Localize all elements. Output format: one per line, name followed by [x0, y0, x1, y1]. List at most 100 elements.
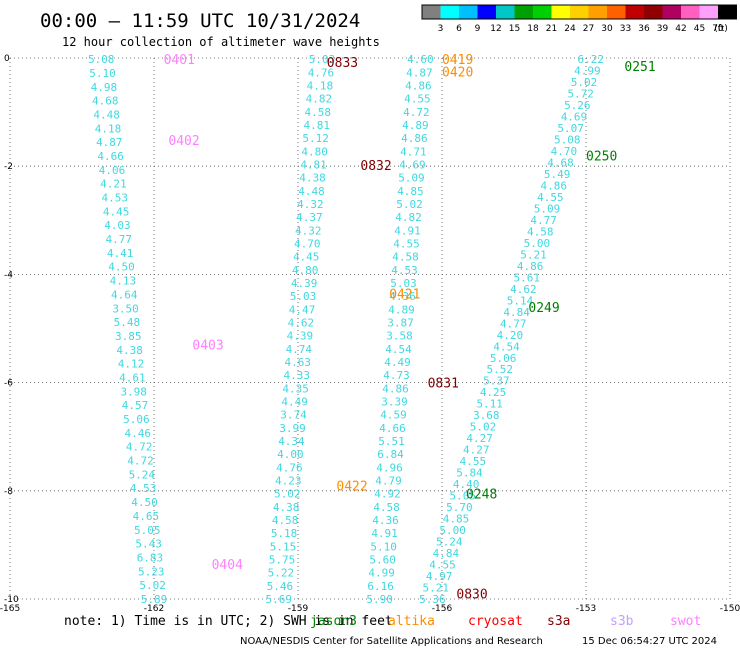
pass-time-label: 0420 [442, 66, 473, 81]
wave-height-value: 4.55 [537, 191, 564, 204]
wave-height-value: 4.89 [388, 303, 415, 316]
x-tick-label: -153 [576, 604, 596, 614]
satellite-legend-item: jason3 [310, 614, 357, 629]
wave-height-value: 5.89 [141, 593, 168, 606]
wave-height-value: 5.49 [544, 168, 571, 181]
wave-height-value: 4.58 [392, 251, 419, 264]
wave-height-value: 4.77 [530, 214, 557, 227]
wave-height-value: 5.09 [534, 202, 561, 215]
wave-height-value: 4.86 [405, 79, 432, 92]
pass-time-label: 0421 [389, 287, 420, 302]
wave-height-value: 4.36 [389, 290, 416, 303]
colorbar-tick-label: 12 [490, 24, 501, 34]
pass-time-label: 0250 [586, 149, 617, 164]
colorbar-swatch [422, 5, 441, 19]
x-tick-label: -162 [144, 604, 164, 614]
wave-height-value: 6.84 [377, 448, 404, 461]
wave-height-value: 5.46 [267, 580, 294, 593]
wave-height-value: 4.39 [291, 277, 318, 290]
wave-height-value: 4.54 [385, 343, 412, 356]
pass-time-label: 0831 [428, 377, 459, 392]
wave-height-value: 5.84 [456, 467, 483, 480]
colorbar-swatch [514, 5, 533, 19]
wave-height-value: 4.80 [301, 145, 328, 158]
wave-height-value: 4.63 [285, 356, 312, 369]
colorbar-tick-label: 33 [620, 24, 631, 34]
wave-height-value: 4.72 [126, 441, 153, 454]
wave-height-value: 5.14 [507, 294, 534, 307]
wave-height-value: 4.00 [277, 448, 304, 461]
wave-height-value: 5.05 [449, 490, 476, 503]
wave-height-value: 4.60 [407, 53, 434, 66]
wave-height-value: 3.74 [280, 409, 307, 422]
wave-height-value: 4.58 [272, 514, 299, 527]
wave-height-value: 4.66 [97, 150, 124, 163]
wave-height-value: 4.23 [275, 474, 302, 487]
colorbar-swatch [644, 5, 663, 19]
wave-height-value: 4.38 [273, 501, 300, 514]
colorbar-swatch [551, 5, 570, 19]
colorbar-tick-label: 15 [509, 24, 520, 34]
pass-time-label: 0404 [212, 558, 243, 573]
wave-height-value: 3.99 [279, 422, 306, 435]
colorbar-tick-label: 24 [564, 24, 576, 34]
satellite-legend-item: altika [388, 614, 435, 629]
wave-height-value: 4.55 [460, 455, 487, 468]
wave-height-value: 4.96 [376, 461, 403, 474]
colorbar-swatch [699, 5, 718, 19]
wave-height-value: 4.32 [295, 224, 322, 237]
satellite-legend-item: s3a [547, 614, 570, 629]
wave-height-value: 5.11 [476, 398, 503, 411]
wave-height-value: 4.50 [131, 496, 158, 509]
wave-height-value: 4.06 [99, 164, 126, 177]
pass-time-label: 0248 [466, 488, 497, 503]
wave-height-value: 4.40 [453, 478, 480, 491]
wave-height-value: 4.62 [510, 283, 537, 296]
wave-height-value: 4.74 [286, 343, 313, 356]
wave-height-value: 4.55 [429, 559, 456, 572]
wave-height-value: 3.68 [473, 409, 500, 422]
colorbar-tick-label: 9 [475, 24, 481, 34]
chart-subtitle: 12 hour collection of altimeter wave hei… [62, 35, 380, 49]
colorbar-unit: (ft) [714, 24, 728, 34]
wave-height-value: 4.91 [394, 224, 421, 237]
wave-height-value: 3.58 [386, 330, 413, 343]
wave-height-value: 5.72 [567, 88, 594, 101]
wave-height-value: 4.72 [403, 106, 430, 119]
colorbar-swatch [440, 5, 459, 19]
wave-height-value: 4.25 [480, 386, 507, 399]
colorbar-swatch [459, 5, 478, 19]
colorbar-tick-label: 39 [657, 24, 669, 34]
wave-height-value: 4.84 [503, 306, 530, 319]
colorbar-swatch [681, 5, 700, 19]
colorbar-swatch [570, 5, 589, 19]
wave-height-value: 4.99 [574, 65, 601, 78]
wave-height-value: 5.18 [271, 527, 298, 540]
wave-height-value: 5.00 [439, 524, 466, 537]
wave-height-value: 4.65 [133, 510, 160, 523]
wave-height-value: 4.36 [372, 514, 399, 527]
satellite-legend-item: cryosat [468, 614, 523, 629]
wave-height-value: 4.99 [368, 567, 395, 580]
wave-height-value: 5.69 [266, 593, 293, 606]
wave-height-value: 4.85 [397, 185, 424, 198]
wave-height-value: 3.98 [120, 385, 147, 398]
x-tick-label: -150 [720, 604, 740, 614]
wave-height-value: 4.79 [375, 474, 402, 487]
wave-height-value: 4.55 [393, 237, 420, 250]
pass-time-label: 0249 [528, 301, 559, 316]
wave-height-value: 4.39 [287, 330, 314, 343]
wave-height-value: 3.50 [112, 302, 139, 315]
wave-height-value: 5.12 [302, 132, 329, 145]
wave-height-value: 4.97 [426, 570, 453, 583]
wave-height-value: 4.86 [401, 132, 428, 145]
wave-height-value: 4.57 [122, 399, 149, 412]
colorbar-swatch [533, 5, 552, 19]
wave-height-value: 5.06 [490, 352, 517, 365]
wave-height-value: 4.55 [404, 93, 431, 106]
wave-height-value: 5.36 [419, 593, 446, 606]
wave-height-value: 5.05 [134, 524, 161, 537]
colorbar-tick-label: 18 [527, 24, 539, 34]
wave-height-value: 5.52 [487, 363, 514, 376]
